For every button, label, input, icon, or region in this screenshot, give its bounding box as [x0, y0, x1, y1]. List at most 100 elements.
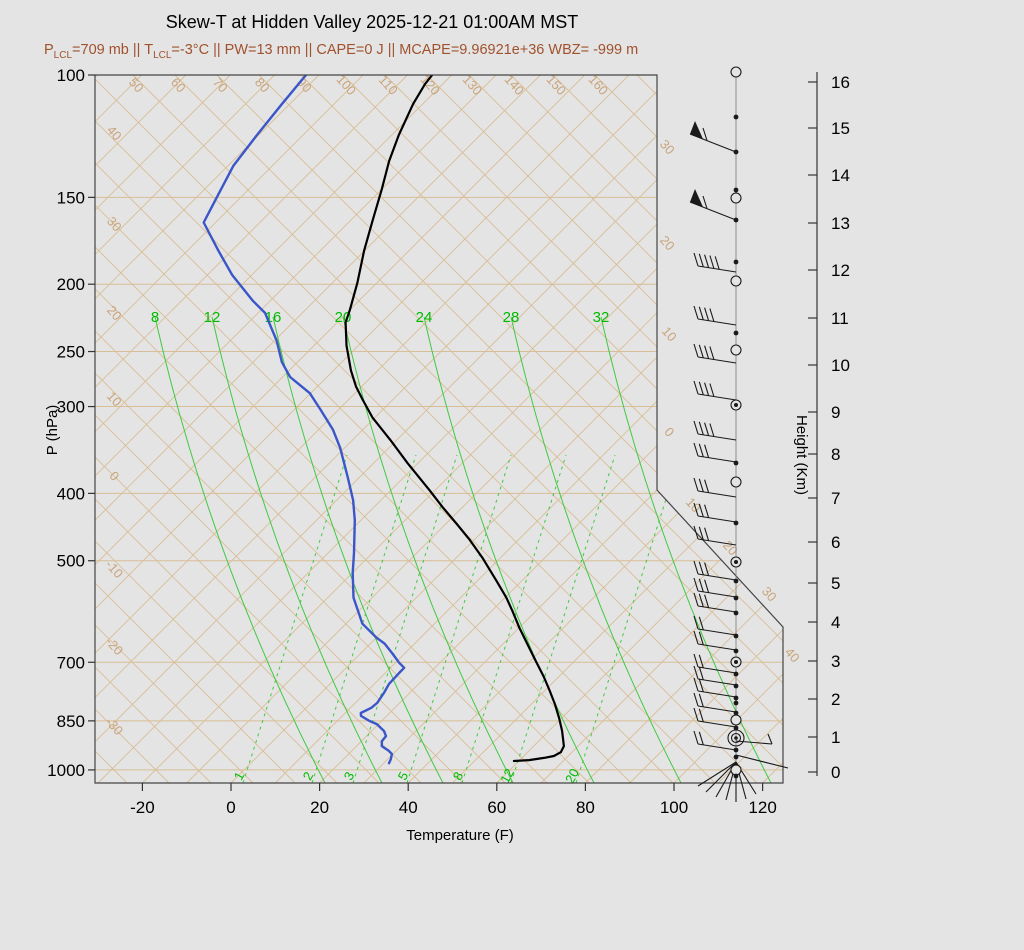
wind-barb-tick [693, 380, 699, 395]
wind-barb-tick [767, 733, 773, 745]
moist-adiabat-line [423, 316, 595, 783]
isotherm-lines [95, 75, 783, 783]
isotherm-label: 30 [759, 584, 780, 605]
wind-level-dot [733, 754, 739, 760]
wind-barb-tick [693, 665, 699, 680]
wind-barb-tick [702, 127, 708, 141]
mixing-ratio-label: 2 [300, 769, 317, 782]
wind-level-dot [733, 725, 739, 731]
height-tick-label: 0 [831, 763, 840, 782]
wind-barb-tick [698, 503, 704, 518]
isotherm-line [97, 75, 783, 783]
wind-barb [697, 573, 737, 581]
isotherm-line [230, 75, 783, 783]
wind-barb-tick [693, 592, 699, 607]
moist-adiabat-label: 8 [151, 309, 159, 326]
temperature-axis: -20 0 20 40 60 80 100 120 Temperature (F) [130, 783, 777, 844]
wind-barb-tick [709, 308, 715, 322]
moist-adiabat-label: 20 [335, 309, 352, 326]
pressure-tick-label: 850 [57, 712, 85, 731]
wind-barb [697, 720, 737, 728]
wind-barb-tick [698, 693, 704, 708]
wind-barb-tick [698, 381, 704, 396]
wind-barb-tick [698, 421, 704, 436]
dry-adiabat-line [95, 75, 254, 783]
dry-adiabat-line [510, 75, 783, 783]
wind-barb-tick [709, 346, 715, 360]
dry-adiabat-label: -20 [102, 634, 126, 658]
wind-barb-tick [704, 307, 710, 321]
moist-adiabat-label: 28 [503, 309, 520, 326]
height-tick-label: 8 [831, 445, 840, 464]
wind-barb-tick [693, 442, 699, 457]
temperature-tick-label: -20 [130, 798, 155, 817]
wind-barb-tick [698, 678, 704, 693]
dry-adiabat-label: 20 [657, 233, 678, 254]
isotherm-line [95, 75, 630, 783]
dry-adiabat-label: 30 [657, 137, 678, 158]
dry-adiabat-line [468, 75, 783, 783]
dry-adiabat-line [95, 75, 170, 783]
temperature-curve [344, 75, 566, 763]
wind-barb-tick [698, 616, 704, 631]
mixing-ratio-line [510, 454, 616, 783]
wind-barb [697, 605, 737, 613]
wind-barb-tick [704, 422, 710, 436]
subtitle-p: P [44, 42, 54, 58]
wind-barb-tick [704, 479, 710, 493]
pressure-tick-label: 100 [57, 66, 85, 85]
wind-barb-tick [698, 253, 704, 268]
wind-level-dot [734, 660, 738, 664]
isotherm-line [407, 75, 783, 783]
temperature-tick-label: 120 [748, 798, 776, 817]
height-tick-label: 12 [831, 261, 850, 280]
wind-level-dot [733, 710, 739, 716]
chart-title: Skew-T at Hidden Valley 2025-12-21 01:00… [165, 12, 579, 32]
wind-level-circle [730, 275, 742, 287]
wind-barb-tick [698, 593, 704, 608]
isotherm-line [95, 75, 763, 783]
wind-level-double-circle [730, 732, 742, 744]
wind-barb [697, 393, 737, 401]
green-line-labels: 8 12 16 20 24 28 321 2 3 5 8 12 20 [151, 309, 610, 786]
dry-adiabat-label: 80 [252, 75, 273, 96]
height-tick-label: 13 [831, 214, 850, 233]
wind-level-circle [730, 66, 742, 78]
wind-barb-tick [698, 561, 704, 576]
dry-adiabat-label: -30 [102, 714, 126, 738]
wind-barb-tick [704, 562, 710, 576]
wind-barb-tick [709, 383, 715, 397]
wind-barb-tick [693, 615, 699, 630]
wind-level-dot [733, 114, 739, 120]
wind-barb [697, 666, 737, 674]
wind-barb-tick [693, 502, 699, 517]
sounding-curves [202, 75, 566, 765]
dry-adiabat-lines [95, 75, 783, 783]
mixing-ratio-line [242, 454, 348, 783]
wind-barb [697, 705, 737, 713]
wind-level-circle [730, 192, 742, 204]
wind-barb-tick [693, 560, 699, 575]
wind-level-dot [733, 773, 739, 779]
pressure-tick-label: 200 [57, 275, 85, 294]
isotherm-line [452, 75, 783, 783]
wind-barb-tick [704, 444, 710, 458]
isotherm-line [95, 75, 541, 783]
wind-barb-tick [693, 252, 699, 267]
moist-adiabat-label: 24 [416, 309, 433, 326]
dry-adiabat-line [174, 75, 783, 783]
dry-adiabat-line [95, 75, 212, 783]
wind-level-double-circle [727, 729, 745, 747]
wind-barb-tick [709, 423, 715, 437]
pressure-tick-label: 1000 [47, 761, 85, 780]
height-tick-label: 3 [831, 652, 840, 671]
isotherm-label: 40 [782, 645, 803, 666]
dry-adiabat-line [95, 75, 128, 783]
isotherm-line [95, 75, 408, 783]
wind-level-dot [733, 683, 739, 689]
temperature-tick-label: 40 [399, 798, 418, 817]
pressure-tick-label: 300 [57, 398, 85, 417]
wind-barb-tick [693, 653, 699, 668]
